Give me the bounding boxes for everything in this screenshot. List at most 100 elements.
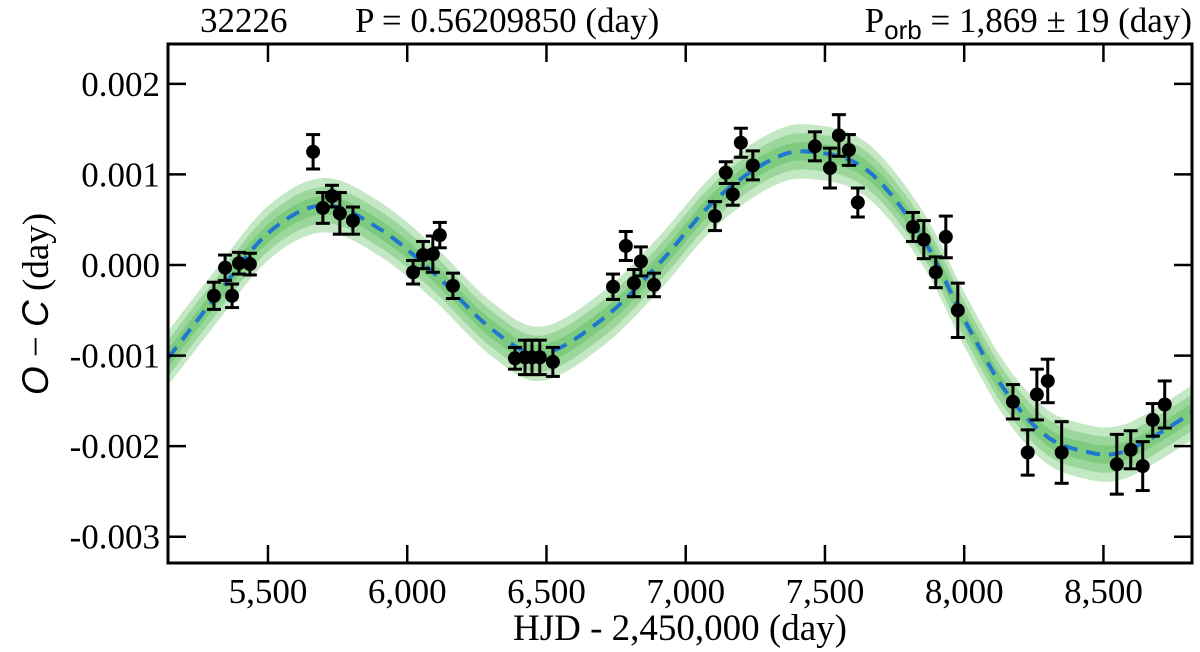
data-point [1020, 428, 1035, 477]
point-marker [850, 195, 865, 210]
confidence-band-2 [168, 133, 1192, 473]
point-marker [1020, 445, 1035, 460]
y-label-c: C [15, 300, 56, 327]
y-axis-label: O − C (day) [15, 213, 57, 395]
data-point [938, 214, 953, 260]
plot-frame [166, 42, 1194, 565]
x-tick-label: 6,000 [368, 572, 447, 611]
x-tick-label: 7,500 [786, 572, 865, 611]
data-point [1157, 379, 1172, 430]
x-tick-label: 7,000 [646, 572, 725, 611]
point-marker [745, 158, 760, 173]
x-axis-label: HJD - 2,450,000 (day) [513, 608, 847, 649]
title-period: P = 0.56209850 (day) [355, 1, 659, 40]
data-point [306, 133, 321, 171]
y-tick-label: 0.000 [81, 246, 160, 285]
x-tick-label: 5,500 [229, 572, 308, 611]
y-label-unit: (day) [16, 213, 57, 300]
data-point [406, 258, 421, 286]
data-point [545, 345, 560, 378]
point-marker [916, 232, 931, 247]
point-marker [315, 200, 330, 215]
data-point [1123, 429, 1138, 471]
data-point [242, 251, 257, 277]
data-point [707, 200, 722, 233]
data-point [432, 220, 447, 250]
point-marker [218, 260, 233, 275]
data-point [822, 146, 837, 190]
axis-ticks: 5,500 6,000 6,500 7,000 7,500 8,000 8,500 0.002… [70, 44, 1192, 611]
data-point [218, 253, 233, 282]
point-marker [332, 206, 347, 221]
model-curve [166, 149, 1194, 457]
point-marker [718, 165, 733, 180]
data-point [445, 271, 460, 301]
data-point [532, 338, 547, 377]
confidence-bands [168, 124, 1192, 482]
point-marker [242, 257, 257, 272]
data-point [345, 205, 360, 236]
point-marker [841, 142, 856, 157]
porb-value: = 1,869 ± 19 (day) [922, 1, 1192, 40]
data-point [206, 280, 221, 311]
point-marker [345, 213, 360, 228]
point-marker [707, 209, 722, 224]
data-point [1040, 357, 1055, 405]
x-tick-label: 6,500 [507, 572, 586, 611]
point-marker [725, 187, 740, 202]
data-point [725, 181, 740, 207]
title-id: 32226 [200, 1, 288, 40]
point-marker [1109, 457, 1124, 472]
data-point [733, 126, 748, 159]
data-point [646, 271, 661, 299]
point-marker [633, 254, 648, 269]
data-point [950, 281, 965, 339]
y-tick-label: 0.001 [81, 155, 160, 194]
point-marker [507, 351, 522, 366]
y-tick-label: -0.002 [70, 427, 160, 466]
point-marker [1054, 445, 1069, 460]
x-tick-label: 8,500 [1064, 572, 1143, 611]
point-marker [905, 219, 920, 234]
y-tick-label: -0.001 [70, 337, 160, 376]
point-marker [545, 354, 560, 369]
y-label-o: O [15, 366, 56, 395]
porb-prefix: P [865, 1, 884, 40]
data-point [1109, 432, 1124, 496]
data-point [332, 191, 347, 236]
data-points [206, 113, 1172, 496]
point-marker [1157, 397, 1172, 412]
data-point [1145, 402, 1160, 438]
point-marker [1135, 459, 1150, 474]
point-marker [306, 144, 321, 159]
point-marker [733, 135, 748, 150]
point-marker [618, 238, 633, 253]
point-marker [532, 350, 547, 365]
data-point [831, 113, 846, 158]
point-marker [1040, 373, 1055, 388]
point-marker [950, 303, 965, 318]
data-point [626, 268, 641, 299]
confidence-band-1 [168, 124, 1192, 482]
y-label-minus: − [16, 327, 57, 366]
point-marker [432, 228, 447, 243]
point-marker [1005, 394, 1020, 409]
point-marker [807, 139, 822, 154]
point-marker [626, 276, 641, 291]
porb-sub: orb [884, 15, 922, 45]
data-point [225, 282, 240, 310]
title-porb: Porb = 1,869 ± 19 (day) [865, 1, 1192, 45]
x-tick-label: 8,000 [925, 572, 1004, 611]
data-point [507, 345, 522, 371]
point-marker [831, 128, 846, 143]
y-tick-label: -0.003 [70, 518, 160, 557]
point-marker [1123, 442, 1138, 457]
point-marker [225, 288, 240, 303]
y-tick-label: 0.002 [81, 65, 160, 104]
point-marker [606, 279, 621, 294]
data-point [745, 149, 760, 182]
point-marker [1029, 387, 1044, 402]
point-marker [232, 256, 247, 271]
data-point [841, 133, 856, 167]
